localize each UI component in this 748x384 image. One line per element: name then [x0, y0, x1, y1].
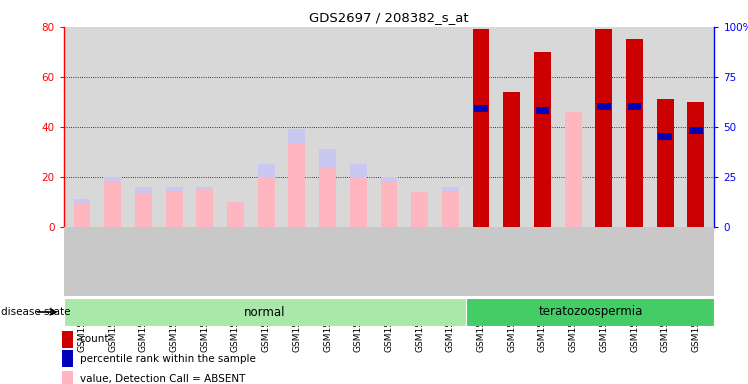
Bar — [104, 182, 121, 227]
Bar — [442, 187, 459, 227]
Bar — [258, 177, 275, 227]
Bar — [689, 127, 703, 134]
Text: normal: normal — [245, 306, 286, 318]
Bar — [165, 192, 183, 227]
Bar — [503, 92, 520, 227]
Bar — [196, 189, 213, 227]
Bar — [350, 164, 367, 227]
Bar — [258, 164, 275, 227]
Bar — [165, 187, 183, 227]
Bar — [61, 371, 73, 384]
Text: disease state: disease state — [1, 307, 71, 317]
Bar — [289, 144, 305, 227]
Text: count: count — [80, 334, 109, 344]
Bar — [350, 177, 367, 227]
Bar — [658, 133, 672, 141]
Bar — [61, 350, 73, 367]
Bar — [565, 112, 582, 227]
Bar — [687, 102, 705, 227]
Bar — [411, 192, 428, 227]
Bar — [73, 204, 91, 227]
Bar — [196, 187, 213, 227]
Text: value, Detection Call = ABSENT: value, Detection Call = ABSENT — [80, 374, 245, 384]
Bar — [534, 52, 551, 227]
Text: percentile rank within the sample: percentile rank within the sample — [80, 354, 256, 364]
Bar — [657, 99, 674, 227]
Bar — [534, 114, 551, 227]
Bar — [61, 331, 73, 348]
Bar — [381, 177, 397, 227]
Bar — [227, 202, 244, 227]
Bar — [474, 105, 488, 113]
Bar — [626, 39, 643, 227]
Bar — [595, 30, 613, 227]
Bar — [628, 103, 642, 111]
Bar — [473, 30, 489, 227]
Bar — [289, 129, 305, 227]
Bar — [73, 199, 91, 227]
Bar — [381, 182, 397, 227]
Bar — [597, 103, 610, 111]
Bar — [467, 298, 714, 326]
Bar — [104, 177, 121, 227]
Text: GDS2697 / 208382_s_at: GDS2697 / 208382_s_at — [309, 12, 469, 25]
Bar — [135, 194, 152, 227]
Bar — [319, 167, 336, 227]
Text: teratozoospermia: teratozoospermia — [539, 306, 643, 318]
Bar — [319, 149, 336, 227]
Bar — [442, 192, 459, 227]
Bar — [64, 298, 467, 326]
Bar — [135, 187, 152, 227]
Bar — [536, 107, 549, 114]
